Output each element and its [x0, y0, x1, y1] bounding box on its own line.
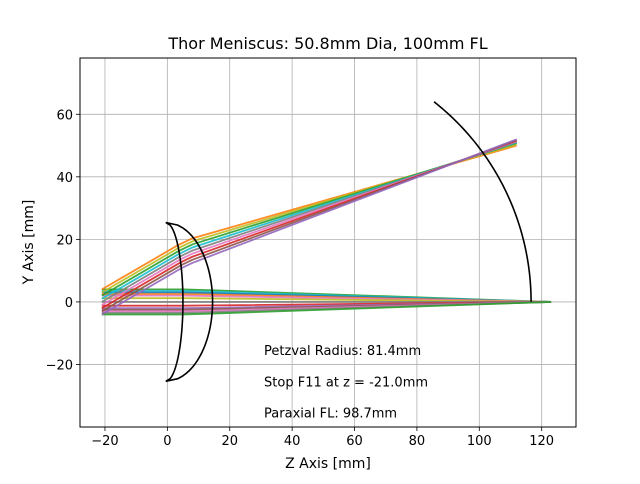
- lens-back-surface: [165, 221, 214, 383]
- x-tick-label: 40: [284, 434, 301, 449]
- x-tick-label: 20: [221, 434, 238, 449]
- x-tick-label: −20: [91, 434, 118, 449]
- ray-line: [101, 139, 518, 309]
- x-tick-label: 0: [163, 434, 171, 449]
- ray-line: [101, 294, 552, 303]
- x-tick-label: 80: [409, 434, 426, 449]
- annotation-text: Petzval Radius: 81.4mm: [264, 344, 421, 359]
- y-tick-label: −20: [46, 358, 73, 373]
- y-tick-label: 40: [56, 171, 73, 186]
- grid: [80, 58, 576, 427]
- ray-line: [101, 142, 517, 297]
- annotation-text: Stop F11 at z = -21.0mm: [264, 375, 428, 390]
- x-tick-label: 120: [529, 434, 554, 449]
- lens-front-surface: [165, 221, 184, 383]
- ray-line: [101, 140, 518, 303]
- chart-title: Thor Meniscus: 50.8mm Dia, 100mm FL: [167, 34, 487, 53]
- axis-ticks: −20 0 20 40 60 80 100 120 −20 0 20 40 60: [46, 108, 555, 449]
- ray-line: [101, 301, 552, 316]
- ray-line: [101, 140, 518, 306]
- y-tick-label: 20: [56, 233, 73, 248]
- ray-line: [101, 141, 518, 300]
- plot-area: [101, 101, 552, 383]
- ray-line: [101, 297, 552, 303]
- y-tick-label: 60: [56, 108, 73, 123]
- x-tick-label: 100: [467, 434, 492, 449]
- ray-line: [101, 139, 518, 313]
- x-tick-label: 60: [346, 434, 363, 449]
- y-axis-label: Y Axis [mm]: [21, 200, 37, 286]
- axes-frame: [79, 57, 577, 428]
- ray-line: [101, 301, 552, 307]
- x-axis-label: Z Axis [mm]: [285, 456, 371, 472]
- y-tick-label: 0: [65, 296, 73, 311]
- petzval-surface: [433, 101, 532, 302]
- annotations: Petzval Radius: 81.4mm Stop F11 at z = -2…: [264, 344, 428, 422]
- annotation-text: Paraxial FL: 98.7mm: [264, 407, 397, 422]
- ray-line: [101, 138, 518, 316]
